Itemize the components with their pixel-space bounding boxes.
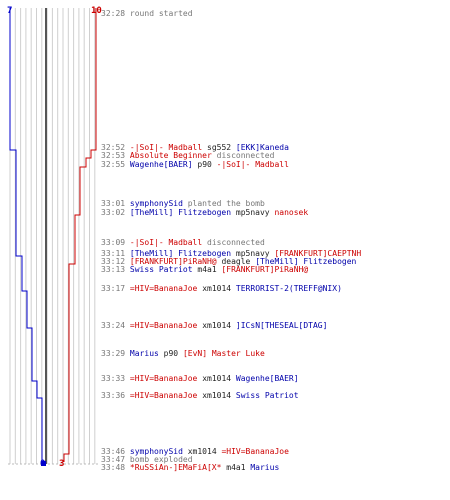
log-row: 33:11 [TheMill] Flitzebogen mp5navy [FRA… [101,249,361,258]
weapon-label: sg552 [207,143,232,152]
log-row: 33:46 symphonySid xm1014 =HIV=BananaJoe [101,447,289,456]
event-time: 33:47 [101,455,126,464]
weapon-label: deagle [221,257,251,266]
log-row: 33:47 bomb exploded [101,455,193,464]
event-time: 33:24 [101,321,126,330]
player-name: =HIV=BananaJoe [129,284,198,293]
event-time: 33:17 [101,284,126,293]
weapon-label: xm1014 [187,447,217,456]
event-text: planted the bomb [187,199,265,208]
log-row: 33:09 -|SoI|- Madball disconnected [101,238,265,247]
player-name: -|SoI|- Madball [129,143,203,152]
blue-start-count: 7 [7,6,13,16]
player-name: [EKK]Kaneda [235,143,289,152]
event-text: disconnected [216,151,275,160]
player-name: [TheMill] Flitzebogen [129,208,232,217]
player-name: [FRANKFURT]PiRaNH@ [129,257,217,266]
player-name: Swiss Patriot [235,391,299,400]
blue-team-line [9,8,43,462]
event-time: 33:29 [101,349,126,358]
player-name: -|SoI|- Madball [129,238,203,247]
player-name: symphonySid [129,199,183,208]
weapon-label: mp5navy [235,208,270,217]
log-row: 33:33 =HIV=BananaJoe xm1014 Wagenhe[BAER… [101,374,299,383]
player-name: [EvN] Master Luke [182,349,265,358]
player-name: [FRANKFURT]CAEPTNH [274,249,362,258]
log-row: 32:53 Absolute Beginner disconnected [101,151,274,160]
log-row: 33:01 symphonySid planted the bomb [101,199,265,208]
gridlines [8,8,98,465]
log-row: 33:12 [FRANKFURT]PiRaNH@ deagle [TheMill… [101,257,356,266]
weapon-label: mp5navy [235,249,270,258]
event-text: disconnected [207,238,265,247]
weapon-label: m4a1 [226,463,246,472]
score-timeline-chart [8,8,98,466]
log-row: 33:36 =HIV=BananaJoe xm1014 Swiss Patrio… [101,391,299,400]
event-text: bomb exploded [129,455,193,464]
player-name: *RuSSiAn-]EMaFiA[X* [129,463,222,472]
event-time: 33:01 [101,199,126,208]
player-name: Wagenhe[BAER] [235,374,299,383]
red-start-count: 10 [91,6,102,16]
event-time: 33:33 [101,374,126,383]
event-time: 33:46 [101,447,126,456]
log-row: 33:29 Marius p90 [EvN] Master Luke [101,349,265,358]
log-row: 33:02 [TheMill] Flitzebogen mp5navy nano… [101,208,308,217]
player-name: =HIV=BananaJoe [129,391,198,400]
weapon-label: xm1014 [202,374,232,383]
blue-end-marker [41,461,46,466]
red-team-line [63,8,97,462]
player-name: TERRORIST-2(TREFF@NIX) [235,284,342,293]
weapon-label: xm1014 [202,391,232,400]
player-name: =HIV=BananaJoe [221,447,289,456]
log-row: 32:55 Wagenhe[BAER] p90 -|SoI|- Madball [101,160,289,169]
weapon-label: m4a1 [197,265,217,274]
weapon-label: p90 [163,349,179,358]
event-time: 32:55 [101,160,126,169]
log-row: 33:13 Swiss Patriot m4a1 [FRANKFURT]PiRa… [101,265,308,274]
weapon-label: xm1014 [202,284,232,293]
log-row: 32:28 round started [101,9,193,18]
event-time: 33:36 [101,391,126,400]
event-time: 33:02 [101,208,126,217]
player-name: Swiss Patriot [129,265,193,274]
player-name: =HIV=BananaJoe [129,374,198,383]
player-name: Marius [129,349,159,358]
player-name: Marius [250,463,280,472]
weapon-label: p90 [197,160,212,169]
player-name: ]ICsN[THESEAL[DTAG] [235,321,328,330]
player-name: [TheMill] Flitzebogen [255,257,357,266]
log-row: 33:17 =HIV=BananaJoe xm1014 TERRORIST-2(… [101,284,342,293]
event-time: 33:12 [101,257,126,266]
event-time: 32:53 [101,151,126,160]
player-name: =HIV=BananaJoe [129,321,198,330]
event-text: round started [129,9,193,18]
player-name: [FRANKFURT]PiRaNH@ [221,265,309,274]
event-time: 32:28 [101,9,126,18]
event-time: 33:11 [101,249,126,258]
player-name: -|SoI|- Madball [216,160,289,169]
player-name: Absolute Beginner [129,151,212,160]
log-row: 32:52 -|SoI|- Madball sg552 [EKK]Kaneda [101,143,289,152]
weapon-label: xm1014 [202,321,232,330]
event-time: 33:09 [101,238,126,247]
blue-end-count: 0 [40,459,46,469]
player-name: nanosek [274,208,309,217]
player-name: [TheMill] Flitzebogen [129,249,232,258]
event-time: 32:52 [101,143,126,152]
red-end-count: 3 [59,459,65,469]
log-row: 33:48 *RuSSiAn-]EMaFiA[X* m4a1 Marius [101,463,279,472]
player-name: Wagenhe[BAER] [129,160,193,169]
event-time: 33:48 [101,463,126,472]
player-name: symphonySid [129,447,183,456]
log-row: 33:24 =HIV=BananaJoe xm1014 ]ICsN[THESEA… [101,321,327,330]
event-time: 33:13 [101,265,126,274]
